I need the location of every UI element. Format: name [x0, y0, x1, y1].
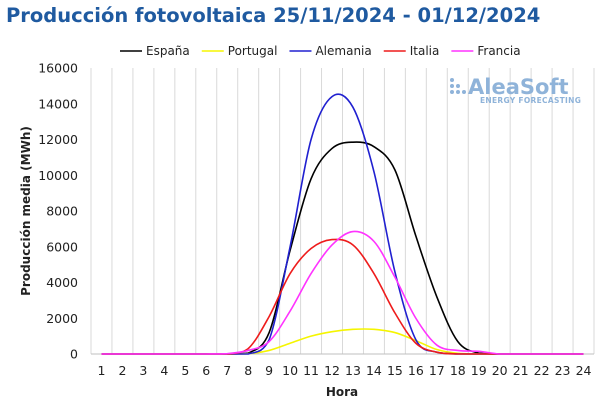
x-tick-label: 24 [576, 363, 592, 378]
x-tick-label: 7 [223, 363, 231, 378]
grid-lines [90, 68, 595, 355]
x-tick-label: 11 [303, 363, 319, 378]
y-axis-label: Producción media (MWh) [19, 126, 33, 296]
legend-label-italia: Italia [410, 44, 440, 58]
y-tick-label: 4000 [46, 275, 78, 290]
legend-label-espana: España [146, 44, 190, 58]
x-tick-label: 19 [471, 363, 487, 378]
x-tick-label: 15 [387, 363, 403, 378]
watermark-logo: AleaSoft ENERGY FORECASTING [450, 75, 581, 105]
x-tick-label: 14 [366, 363, 382, 378]
x-tick-label: 21 [513, 363, 529, 378]
legend: España Portugal Alemania Italia Francia [120, 44, 521, 58]
x-tick-label: 8 [244, 363, 252, 378]
x-tick-label: 13 [345, 363, 361, 378]
x-tick-label: 10 [282, 363, 298, 378]
x-tick-label: 9 [265, 363, 273, 378]
y-tick-label: 8000 [46, 204, 78, 219]
legend-label-alemania: Alemania [315, 44, 371, 58]
logo-text: AleaSoft [468, 75, 569, 99]
logo-dots-icon [450, 78, 466, 94]
x-tick-label: 16 [408, 363, 424, 378]
x-tick-label: 17 [429, 363, 445, 378]
x-axis-label: Hora [326, 385, 358, 399]
legend-label-portugal: Portugal [228, 44, 278, 58]
x-tick-label: 12 [324, 363, 340, 378]
x-tick-label: 22 [534, 363, 550, 378]
x-tick-label: 3 [139, 363, 147, 378]
y-tick-label: 14000 [38, 96, 78, 111]
x-tick-label: 6 [202, 363, 210, 378]
logo-subtext: ENERGY FORECASTING [480, 96, 581, 105]
y-tick-label: 0 [70, 347, 78, 362]
y-tick-labels: 0 2000 4000 6000 8000 10000 12000 14000 16000 [38, 61, 78, 362]
y-tick-label: 2000 [46, 311, 78, 326]
chart-title: Producción fotovoltaica 25/11/2024 - 01/… [6, 4, 541, 27]
x-tick-label: 5 [181, 363, 189, 378]
x-tick-label: 1 [98, 363, 106, 378]
series-lines [101, 93, 584, 355]
series-line-francia [101, 230, 584, 355]
x-tick-label: 18 [450, 363, 466, 378]
legend-label-francia: Francia [477, 44, 520, 58]
y-tick-label: 16000 [38, 61, 78, 76]
y-tick-label: 6000 [46, 239, 78, 254]
x-tick-labels: 1 2 3 4 5 6 7 8 9 10 11 12 13 14 15 16 17 18 19 20 21 22 23 24 [98, 363, 592, 378]
x-tick-label: 2 [118, 363, 126, 378]
x-tick-label: 4 [160, 363, 168, 378]
y-tick-label: 12000 [38, 132, 78, 147]
x-tick-label: 20 [492, 363, 508, 378]
x-tick-label: 23 [555, 363, 571, 378]
y-tick-label: 10000 [38, 168, 78, 183]
